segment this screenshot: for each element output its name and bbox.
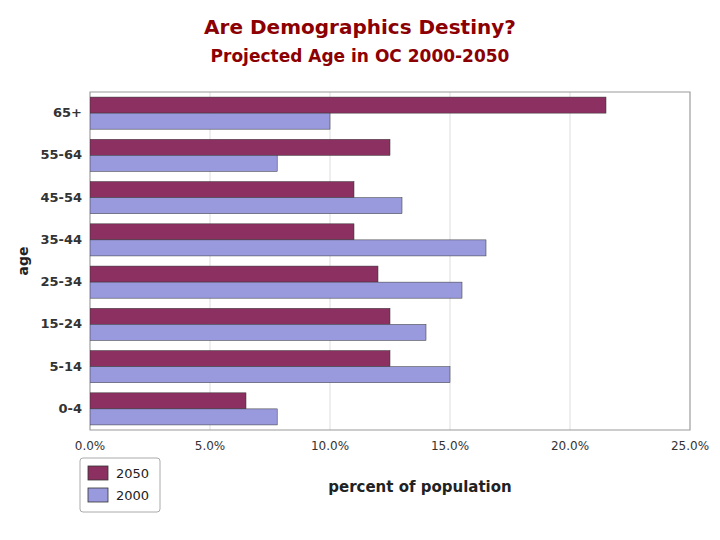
grid xyxy=(90,92,690,430)
bars xyxy=(90,97,606,425)
bar xyxy=(90,182,354,198)
y-tick-label: 5-14 xyxy=(49,359,82,374)
legend-label: 2050 xyxy=(116,466,149,481)
x-tick-label: 15.0% xyxy=(431,439,469,453)
bar xyxy=(90,198,402,214)
legend-swatch xyxy=(88,488,108,502)
bar xyxy=(90,282,462,298)
chart: Are Demographics Destiny? Projected Age i… xyxy=(0,0,720,540)
bar xyxy=(90,324,426,340)
legend-box xyxy=(80,458,160,512)
x-tick-label: 5.0% xyxy=(195,439,226,453)
x-tick-label: 25.0% xyxy=(671,439,709,453)
y-tick-label: 45-54 xyxy=(40,190,82,205)
y-tick-label: 65+ xyxy=(53,105,82,120)
y-tick-label: 35-44 xyxy=(40,232,82,247)
x-tick-label: 0.0% xyxy=(75,439,106,453)
title: Are Demographics Destiny? xyxy=(204,15,516,39)
bar xyxy=(90,308,390,324)
y-axis-label: age xyxy=(15,247,31,276)
bar xyxy=(90,155,277,171)
y-tick-label: 55-64 xyxy=(40,147,82,162)
x-tick-label: 10.0% xyxy=(311,439,349,453)
legend-swatch xyxy=(88,466,108,480)
x-tick-label: 20.0% xyxy=(551,439,589,453)
bar xyxy=(90,367,450,383)
y-tick-label: 15-24 xyxy=(40,316,82,331)
y-tick-label: 25-34 xyxy=(40,274,82,289)
plot-frame xyxy=(90,92,690,430)
bar xyxy=(90,139,390,155)
grid-line xyxy=(570,92,571,430)
bar xyxy=(90,266,378,282)
x-axis-label: percent of population xyxy=(328,478,512,496)
bar xyxy=(90,97,606,113)
subtitle: Projected Age in OC 2000-2050 xyxy=(211,46,510,66)
bar xyxy=(90,393,246,409)
legend-label: 2000 xyxy=(116,488,149,503)
y-tick-label: 0-4 xyxy=(59,401,83,416)
bar xyxy=(90,409,277,425)
legend: 2050 2000 xyxy=(80,458,160,512)
bar xyxy=(90,240,486,256)
bar xyxy=(90,351,390,367)
bar xyxy=(90,224,354,240)
bar xyxy=(90,113,330,129)
